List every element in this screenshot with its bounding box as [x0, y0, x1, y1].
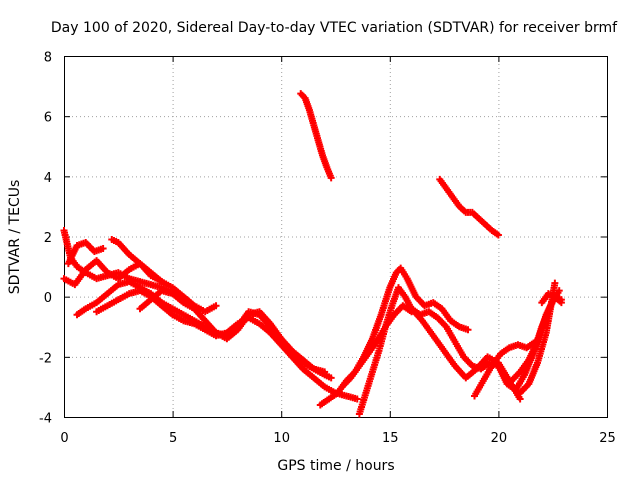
y-tick-label: -4: [39, 412, 52, 427]
series-arc-e: [93, 287, 177, 319]
data-point: [557, 299, 565, 307]
y-tick-label: 8: [44, 51, 52, 66]
data-point: [551, 279, 559, 287]
x-tick-label: 20: [491, 431, 508, 446]
x-tick-label: 0: [60, 431, 68, 446]
series-arc-f: [108, 236, 166, 286]
y-tick-label: 6: [44, 111, 52, 126]
series-arc-h: [169, 311, 361, 403]
series-arc-i: [297, 90, 335, 182]
data-point: [327, 374, 335, 382]
data-point: [321, 368, 329, 376]
x-tick-label: 5: [169, 431, 177, 446]
data-point: [494, 231, 502, 239]
y-tick-label: 0: [44, 291, 52, 306]
ticks: 0 5 10 15 20 25 -4 -2 0 2 4 6 8: [39, 51, 616, 447]
y-tick-label: 4: [44, 171, 52, 186]
x-tick-label: 25: [599, 431, 616, 446]
series-arc-c: [64, 239, 107, 268]
series-arc-r: [516, 279, 559, 397]
series-arc-m: [436, 175, 502, 239]
x-tick-label: 10: [273, 431, 290, 446]
y-axis-label: SDTVAR / TECUs: [7, 180, 23, 295]
data-point: [158, 278, 166, 286]
data-points: [60, 90, 565, 418]
x-tick-label: 15: [382, 431, 399, 446]
data-point: [327, 174, 335, 182]
grid: [64, 56, 607, 417]
y-tick-label: 2: [44, 231, 52, 246]
chart-title: Day 100 of 2020, Sidereal Day-to-day VTE…: [51, 20, 618, 36]
data-point: [179, 296, 187, 304]
data-point: [516, 395, 524, 403]
y-tick-label: -2: [39, 351, 52, 366]
series-arc-s: [538, 290, 565, 307]
data-point: [212, 302, 220, 310]
series-arc-g: [136, 287, 187, 313]
x-axis-label: GPS time / hours: [277, 458, 394, 474]
data-point: [464, 326, 472, 334]
data-point: [353, 395, 361, 403]
data-point: [99, 245, 107, 253]
series-arc-l: [338, 302, 416, 391]
